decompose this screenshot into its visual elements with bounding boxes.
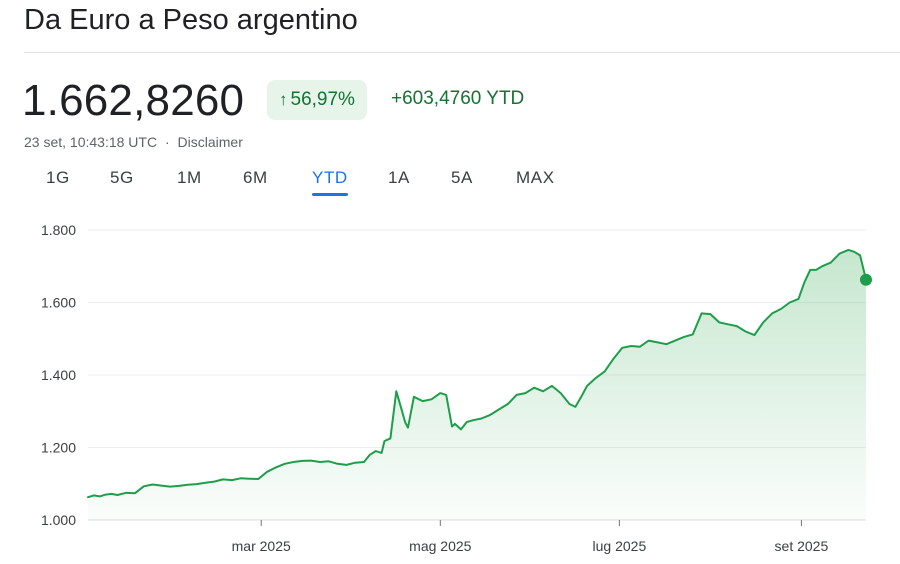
series-line <box>87 248 867 499</box>
y-tick-label: 1.600 <box>41 295 76 311</box>
tab-6m[interactable]: 6M <box>243 168 268 187</box>
range-tabs: 1G 5G 1M 6M YTD 1A 5A MAX <box>0 168 600 198</box>
timestamp-text: 23 set, 10:43:18 UTC <box>24 134 158 150</box>
timestamp-line: 23 set, 10:43:18 UTC · Disclaimer <box>24 134 243 150</box>
title-divider <box>24 52 900 53</box>
y-tick-label: 1.200 <box>41 440 76 456</box>
x-tick-label: mag 2025 <box>409 538 471 554</box>
x-axis-labels: mar 2025 mag 2025 lug 2025 set 2025 <box>232 520 829 554</box>
tab-max[interactable]: MAX <box>516 168 555 187</box>
y-axis-labels: 1.000 1.200 1.400 1.600 1.800 <box>41 222 76 528</box>
chart-area[interactable]: 1.000 1.200 1.400 1.600 1.800 mar 2025 mag 20… <box>0 200 900 564</box>
y-tick-label: 1.000 <box>41 512 76 528</box>
current-price: 1.662,8260 <box>22 76 245 125</box>
change-percent-badge: ↑ 56,97% <box>267 80 367 120</box>
arrow-up-icon: ↑ <box>279 90 288 109</box>
y-tick-label: 1.400 <box>41 367 76 383</box>
x-tick-label: lug 2025 <box>593 538 647 554</box>
y-tick-label: 1.800 <box>41 222 76 238</box>
change-absolute: +603,4760 YTD <box>391 88 525 109</box>
page-title: Da Euro a Peso argentino <box>24 4 358 36</box>
timestamp-separator: · <box>164 134 170 150</box>
tab-1a[interactable]: 1A <box>388 168 410 187</box>
area-fill <box>88 249 866 520</box>
tab-5g[interactable]: 5G <box>110 168 134 187</box>
x-tick-label: mar 2025 <box>232 538 291 554</box>
tab-1g[interactable]: 1G <box>46 168 70 187</box>
last-value-marker <box>860 273 872 286</box>
tab-ytd[interactable]: YTD <box>312 168 348 196</box>
disclaimer-link[interactable]: Disclaimer <box>177 134 243 150</box>
change-percent-value: 56,97% <box>290 89 355 110</box>
tab-1m[interactable]: 1M <box>177 168 202 187</box>
tab-5a[interactable]: 5A <box>451 168 473 187</box>
x-tick-label: set 2025 <box>775 538 829 554</box>
price-chart[interactable]: 1.000 1.200 1.400 1.600 1.800 mar 2025 mag 20… <box>0 200 900 564</box>
